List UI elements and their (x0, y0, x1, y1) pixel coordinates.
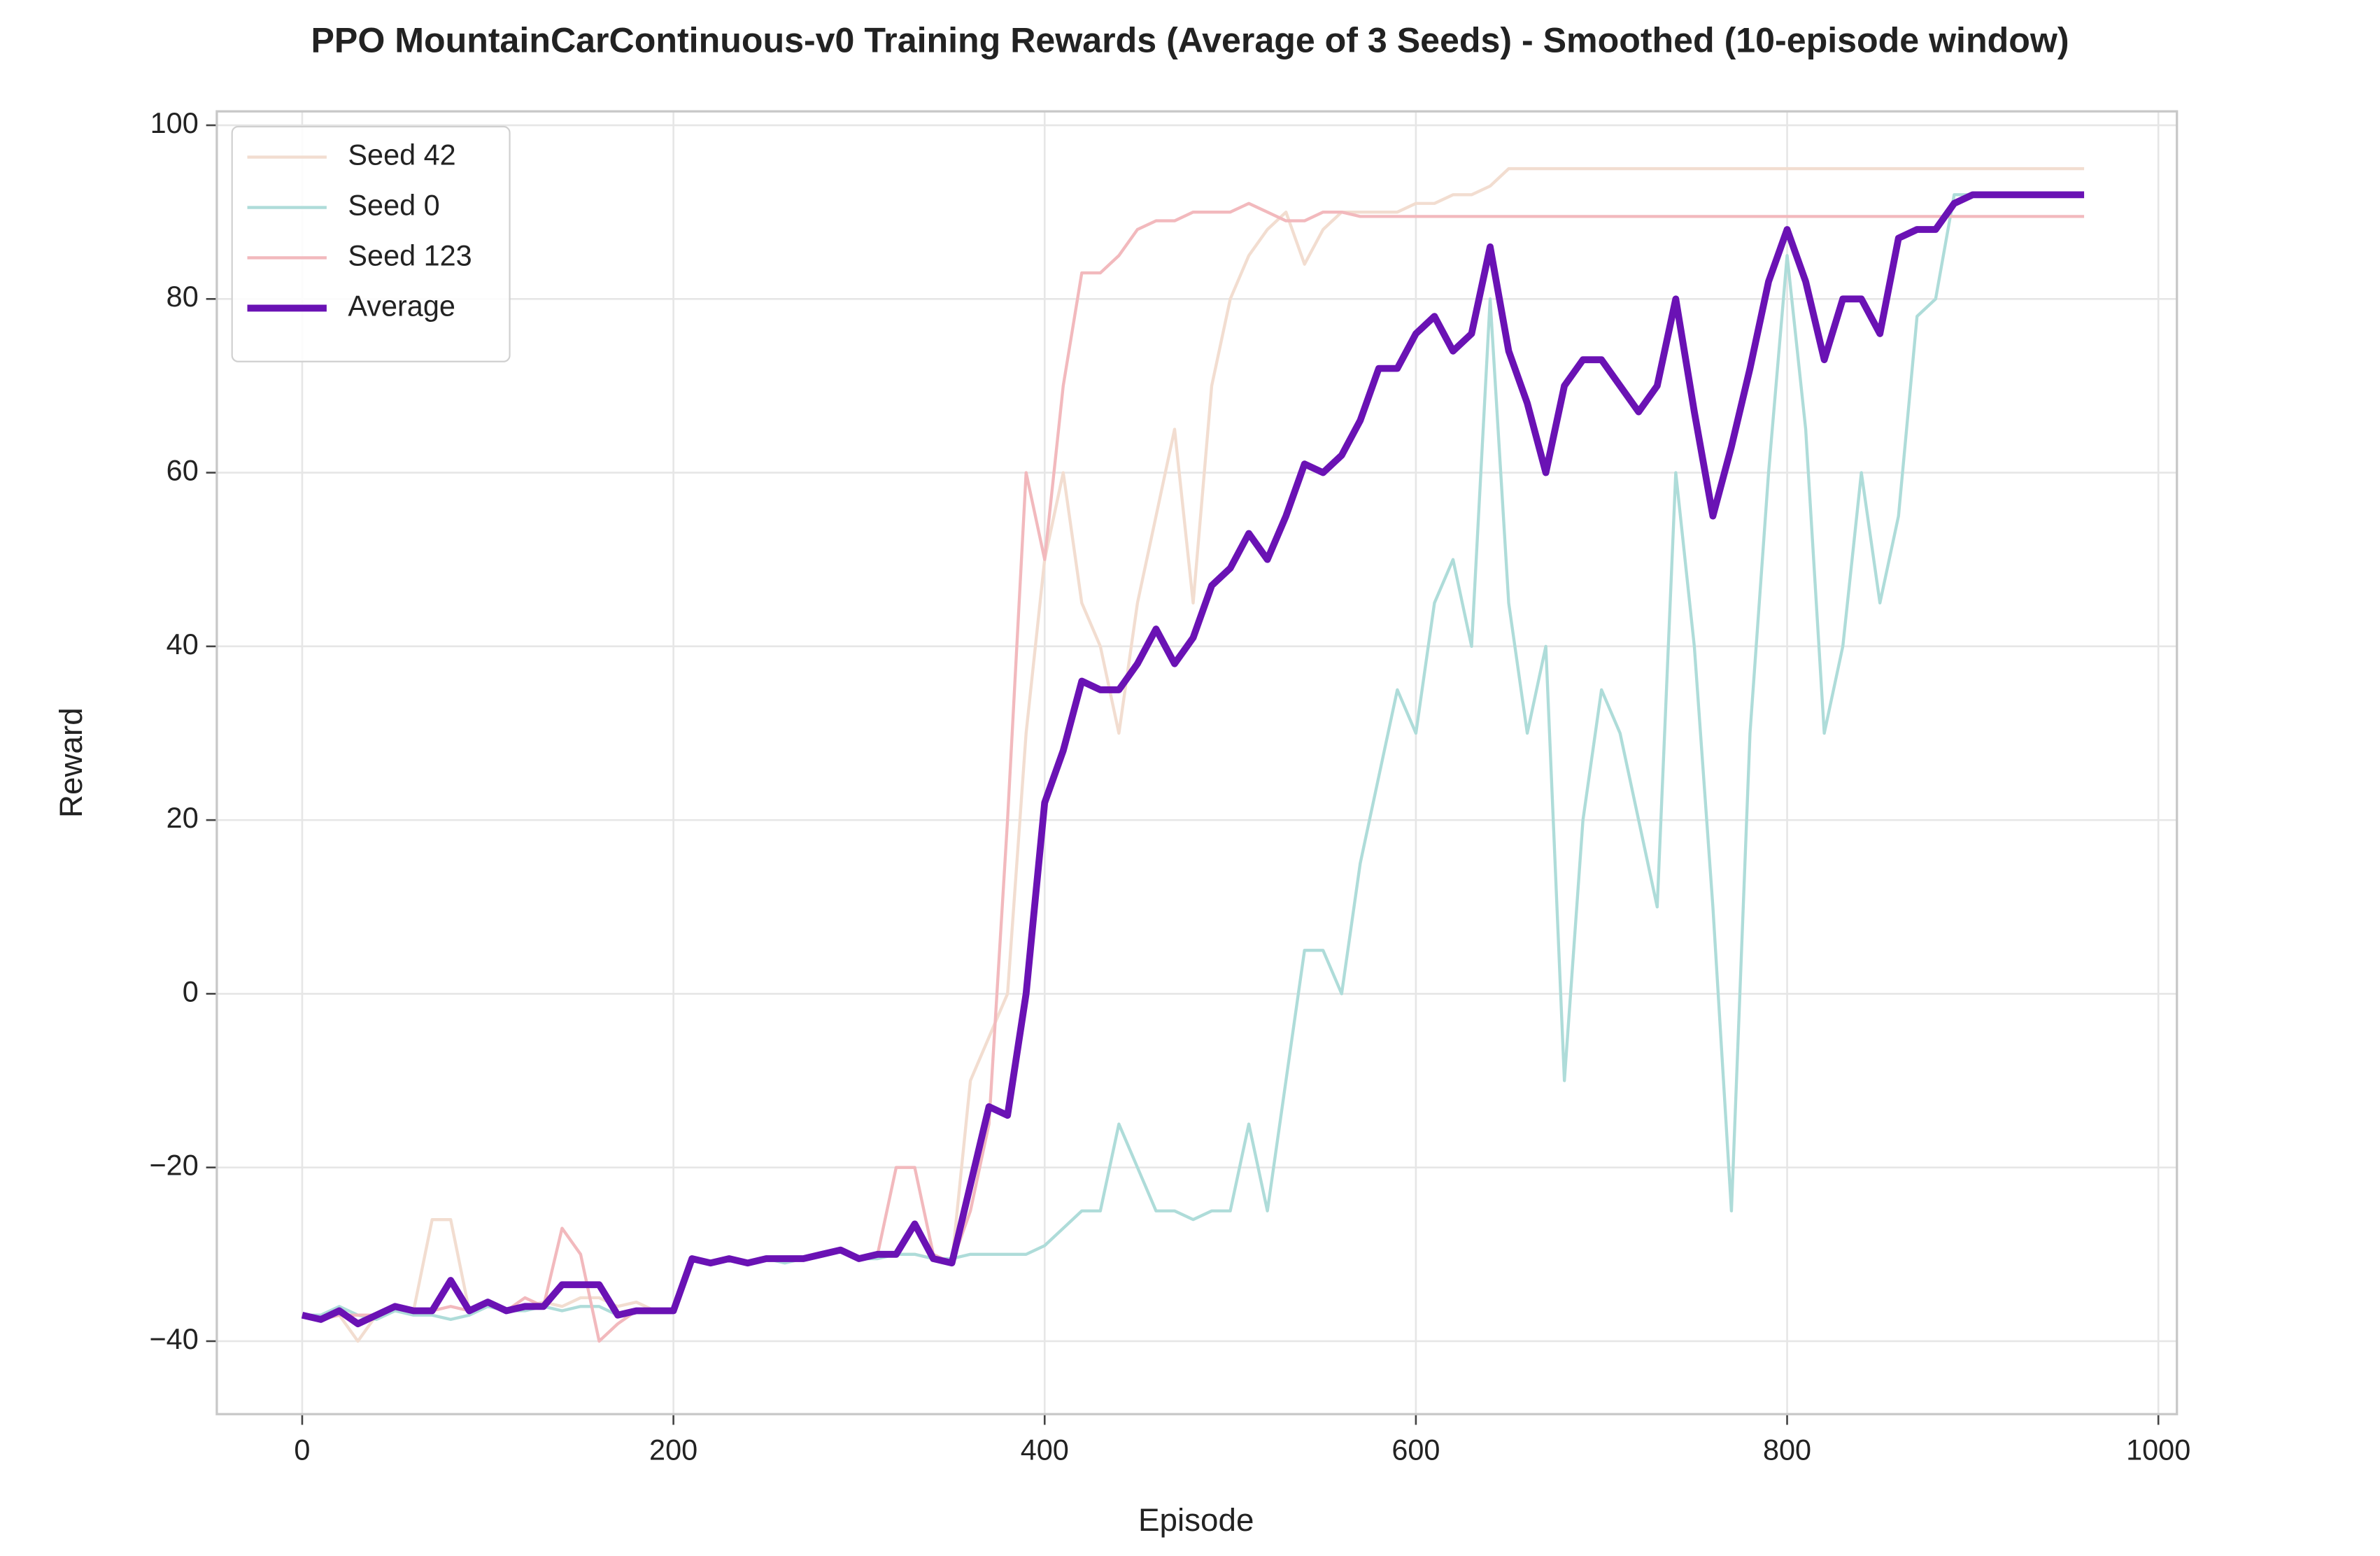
legend-label: Seed 0 (348, 189, 439, 221)
y-tick-label: 0 (183, 975, 199, 1007)
y-tick-label: 80 (167, 281, 199, 313)
legend-label: Seed 42 (348, 139, 455, 171)
y-tick-label: 40 (167, 628, 199, 660)
plot-frame (215, 110, 2179, 1415)
y-axis-label: Reward (53, 707, 89, 818)
legend: Seed 42 Seed 0 Seed 123 Average (231, 125, 511, 362)
x-tick-label: 400 (1021, 1434, 1069, 1466)
series-line (301, 191, 2085, 1328)
x-tick-label: 0 (294, 1434, 310, 1466)
x-tick-label: 200 (649, 1434, 697, 1466)
y-tick-label: 60 (167, 455, 199, 487)
series-line (302, 201, 2085, 1343)
legend-label: Seed 123 (348, 239, 472, 271)
x-tick-label: 800 (1763, 1434, 1811, 1466)
legend-box (231, 125, 511, 362)
series-line (302, 193, 2085, 1322)
y-tick-label: −40 (149, 1323, 198, 1355)
y-tick-label: −20 (149, 1150, 198, 1182)
y-tick-label: 20 (167, 802, 199, 834)
legend-label: Average (348, 290, 455, 322)
x-tick-label: 1000 (2126, 1434, 2190, 1466)
x-axis-label: Episode (1138, 1502, 1254, 1538)
y-tick-label: 100 (150, 107, 199, 139)
series-line (302, 167, 2085, 1343)
x-tick-label: 600 (1391, 1434, 1440, 1466)
chart-title: PPO MountainCarContinuous-v0 Training Re… (311, 20, 2069, 59)
